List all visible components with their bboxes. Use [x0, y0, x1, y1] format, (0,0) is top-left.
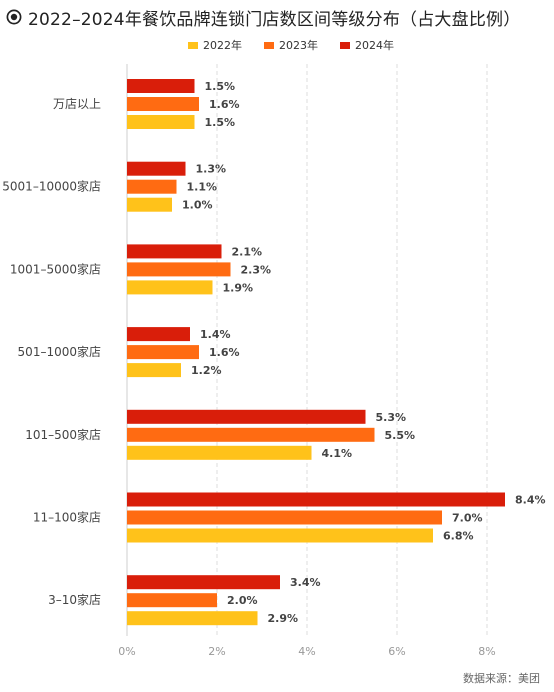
bar: [127, 161, 186, 176]
legend-label: 2023年: [279, 39, 318, 52]
data-label: 4.1%: [322, 447, 353, 460]
data-label: 1.6%: [209, 98, 240, 111]
legend-label: 2024年: [355, 39, 394, 52]
category-label: 501–1000家店: [18, 344, 101, 359]
bar: [127, 528, 433, 543]
data-label: 7.0%: [452, 512, 483, 525]
bar: [127, 492, 505, 507]
bar: [127, 445, 312, 460]
legend: 2022年 2023年 2024年: [188, 37, 416, 53]
category-label: 3–10家店: [48, 592, 101, 607]
bar: [127, 280, 213, 295]
data-label: 1.3%: [196, 163, 227, 176]
data-label: 5.3%: [376, 411, 407, 424]
data-label: 2.1%: [232, 245, 263, 258]
bar: [127, 115, 195, 129]
category-label: 万店以上: [53, 97, 101, 111]
category-label: 101–500家店: [25, 427, 101, 442]
legend-swatch: [264, 41, 274, 49]
x-tick-label: 0%: [118, 645, 135, 658]
legend-item: 2024年: [340, 37, 394, 53]
bar: [127, 363, 181, 378]
data-label: 1.9%: [223, 281, 254, 294]
source-note: 数据来源：美团: [463, 672, 540, 685]
data-label: 1.5%: [205, 116, 236, 129]
category-label: 5001–10000家店: [2, 179, 101, 194]
bar: [127, 593, 217, 608]
data-label: 1.4%: [200, 328, 231, 341]
bar: [127, 427, 375, 442]
bar: [127, 197, 172, 212]
legend-swatch: [188, 41, 198, 49]
x-tick-label: 8%: [478, 645, 495, 658]
bar: [127, 575, 280, 590]
legend-item: 2023年: [264, 37, 318, 53]
bar: [127, 510, 442, 525]
legend-swatch: [340, 41, 350, 49]
bar: [127, 409, 366, 424]
title-row: 2022–2024年餐饮品牌连锁门店数区间等级分布（占大盘比例）: [6, 4, 520, 30]
data-label: 2.9%: [268, 612, 299, 625]
bar: [127, 327, 190, 342]
data-label: 2.3%: [241, 263, 272, 276]
bar: [127, 97, 199, 111]
x-tick-label: 6%: [388, 645, 405, 658]
legend-label: 2022年: [203, 39, 242, 52]
target-icon: [6, 9, 22, 25]
bar: [127, 611, 258, 626]
category-label: 11–100家店: [33, 510, 101, 525]
bar: [127, 262, 231, 277]
legend-item: 2022年: [188, 37, 242, 53]
data-label: 3.4%: [290, 576, 321, 589]
x-tick-label: 4%: [298, 645, 315, 658]
data-label: 1.2%: [191, 364, 222, 377]
category-label: 1001–5000家店: [10, 261, 101, 276]
chart-title: 2022–2024年餐饮品牌连锁门店数区间等级分布（占大盘比例）: [28, 9, 521, 30]
data-label: 5.5%: [385, 429, 416, 442]
data-label: 1.1%: [187, 181, 218, 194]
bar: [127, 179, 177, 194]
bar: [127, 79, 195, 93]
data-label: 1.5%: [205, 80, 236, 93]
data-label: 8.4%: [515, 494, 546, 507]
data-label: 6.8%: [443, 530, 474, 543]
bar: [127, 345, 199, 360]
bar: [127, 244, 222, 259]
data-label: 1.0%: [182, 199, 213, 212]
x-tick-label: 2%: [208, 645, 225, 658]
data-label: 2.0%: [227, 594, 258, 607]
data-label: 1.6%: [209, 346, 240, 359]
